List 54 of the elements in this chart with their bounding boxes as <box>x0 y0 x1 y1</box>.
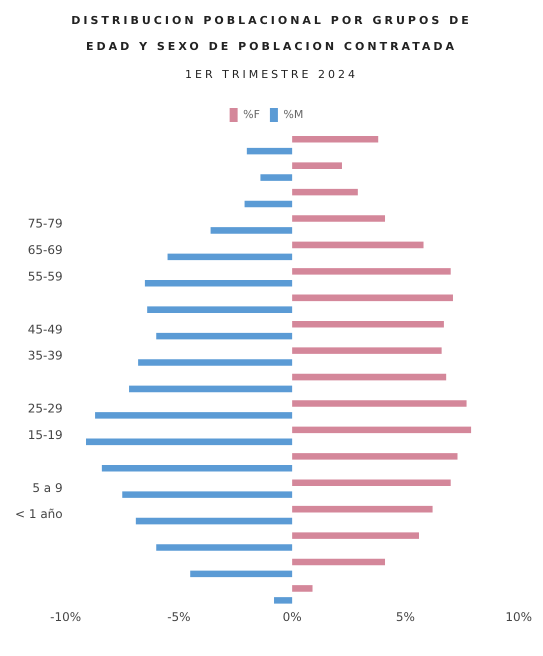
bar <box>292 479 451 486</box>
legend-label: %M <box>283 108 304 121</box>
bar <box>292 453 458 460</box>
y-tick-label: 55-59 <box>28 269 63 284</box>
bar <box>292 188 358 196</box>
bar <box>147 306 292 313</box>
bar <box>292 506 433 512</box>
bar <box>292 585 313 592</box>
bar <box>190 570 292 578</box>
y-tick-label: 25-29 <box>28 402 63 416</box>
chart-subtitle: 1ER TRIMESTRE 2024 <box>184 67 359 83</box>
bar <box>292 215 386 222</box>
x-tick-label: 5% <box>396 610 415 624</box>
bar <box>292 162 342 169</box>
y-tick-label: 15-19 <box>28 428 63 442</box>
legend-label: %F <box>243 108 260 121</box>
bar <box>156 544 292 551</box>
bar <box>95 412 292 419</box>
bar <box>122 491 292 498</box>
y-tick-label: 5 a 9 <box>32 480 63 495</box>
bar <box>292 242 424 248</box>
bar <box>292 532 419 539</box>
bar <box>244 200 292 208</box>
bar <box>274 597 292 604</box>
bar <box>129 386 292 392</box>
bar <box>292 347 442 354</box>
bar <box>260 174 292 181</box>
y-tick-label: 75-79 <box>28 216 63 231</box>
bar <box>292 426 472 434</box>
bar <box>86 438 292 446</box>
x-tick-label: 10% <box>505 610 532 624</box>
bar <box>292 558 386 566</box>
y-tick-label: 45-49 <box>28 322 63 336</box>
y-tick-label: 65-69 <box>28 243 63 258</box>
bar <box>138 359 292 366</box>
x-tick-label: -10% <box>50 610 82 624</box>
y-tick-label: 35-39 <box>28 348 63 363</box>
x-tick-label: -5% <box>167 610 191 624</box>
y-tick-label: < 1 año <box>14 507 63 522</box>
chart-title: DISTRIBUCION POBLACIONAL POR GRUPOS DE EDAD Y SEXO DE POBLACION CONTRATADA <box>70 13 473 55</box>
bar <box>210 227 292 234</box>
bar <box>292 374 446 380</box>
bar <box>168 254 292 260</box>
bar <box>292 136 378 143</box>
bar <box>156 332 292 340</box>
x-tick-label: 0% <box>282 610 302 624</box>
bar <box>292 400 467 407</box>
bar <box>246 148 292 154</box>
bar <box>136 518 292 524</box>
bar <box>292 294 453 302</box>
bar <box>144 280 292 287</box>
bar <box>292 320 444 328</box>
bar <box>292 268 451 275</box>
bar <box>102 464 292 472</box>
